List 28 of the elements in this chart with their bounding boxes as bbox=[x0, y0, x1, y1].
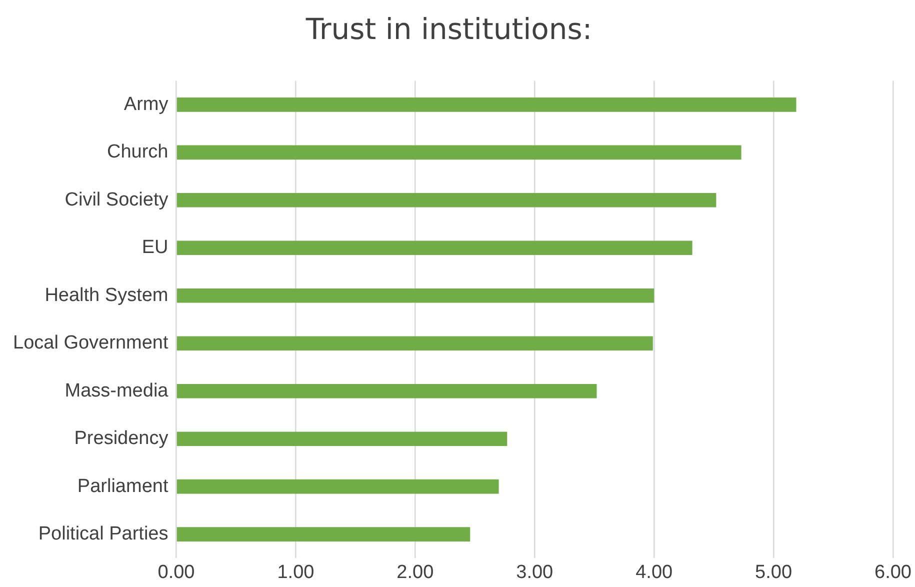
chart-title: Trust in institutions: bbox=[304, 12, 592, 46]
x-tick-label: 4.00 bbox=[636, 562, 673, 583]
bar bbox=[176, 145, 742, 160]
bar bbox=[176, 384, 597, 398]
y-tick-label: Parliament bbox=[77, 476, 169, 497]
x-tick-label: 0.00 bbox=[158, 562, 195, 583]
y-tick-label: EU bbox=[142, 237, 168, 258]
x-tick-label: 6.00 bbox=[874, 562, 912, 583]
bar bbox=[176, 98, 796, 112]
bar bbox=[176, 432, 508, 446]
y-tick-label: Mass-media bbox=[64, 380, 169, 402]
y-tick-label: Health System bbox=[44, 284, 168, 306]
bar bbox=[176, 479, 499, 494]
bar bbox=[176, 288, 654, 303]
y-tick-label: Army bbox=[124, 94, 169, 115]
y-tick-label: Local Government bbox=[12, 332, 169, 354]
x-tick-label: 2.00 bbox=[396, 562, 434, 583]
y-tick-label: Political Parties bbox=[38, 524, 168, 545]
x-tick-label: 5.00 bbox=[755, 562, 792, 583]
bar bbox=[176, 527, 470, 542]
bar bbox=[176, 192, 716, 208]
y-tick-label: Civil Society bbox=[64, 189, 169, 210]
bar bbox=[176, 336, 653, 351]
x-tick-label: 1.00 bbox=[277, 562, 314, 583]
bar bbox=[176, 240, 692, 256]
y-tick-label: Presidency bbox=[74, 428, 169, 450]
y-tick-label: Church bbox=[106, 142, 168, 163]
x-tick-label: 3.00 bbox=[516, 562, 554, 583]
